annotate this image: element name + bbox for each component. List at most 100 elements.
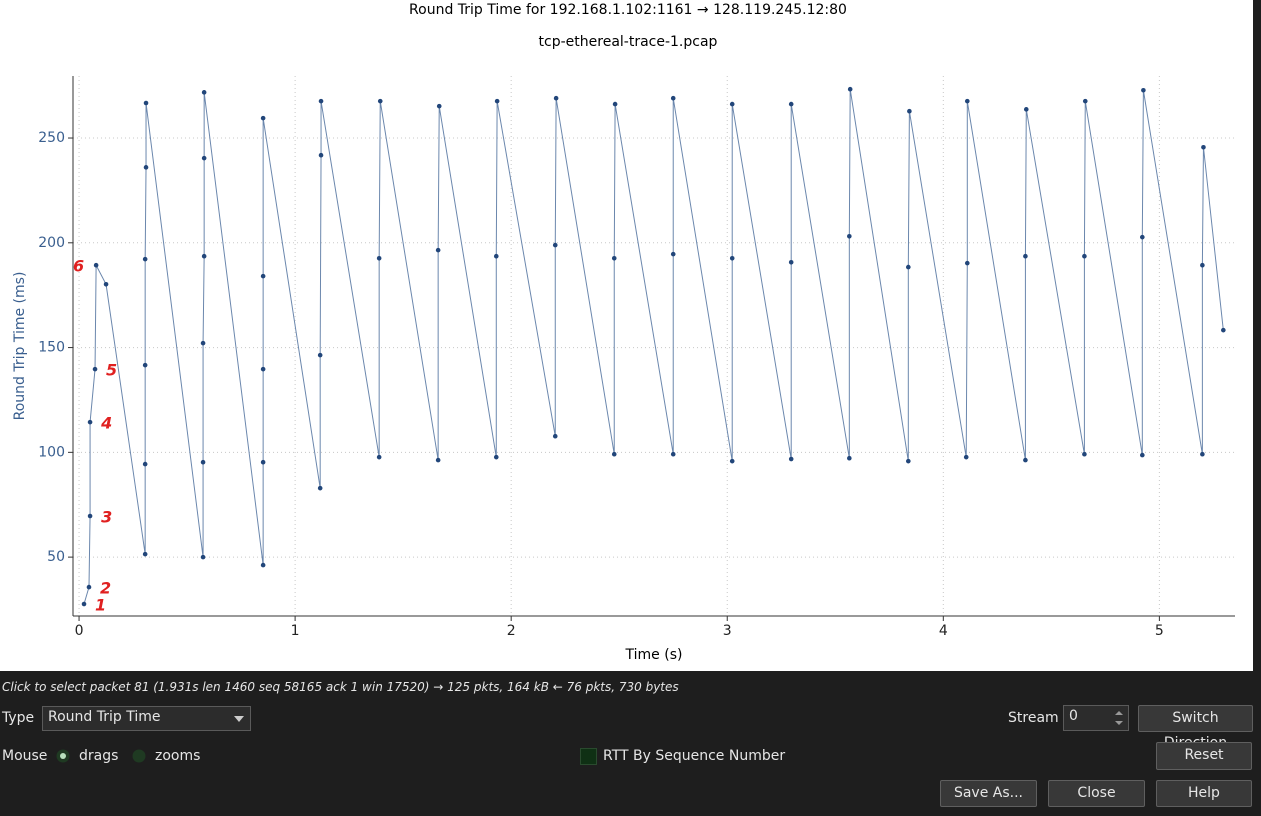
x-tick-label: 2	[507, 623, 516, 639]
rtt-point	[611, 256, 617, 261]
rtt-point	[142, 362, 148, 368]
rtt-point	[93, 262, 99, 268]
rtt-point	[435, 247, 441, 253]
rtt-point	[435, 457, 441, 463]
handwritten-annotation: 4	[100, 414, 112, 433]
rtt-point	[1200, 451, 1205, 457]
rtt-point	[377, 98, 383, 104]
handwritten-annotation: 3	[101, 508, 112, 527]
spin-arrows	[1115, 711, 1123, 725]
rtt-point	[436, 103, 442, 109]
save-as-button[interactable]: Save As...	[940, 780, 1037, 807]
rtt-point	[1023, 457, 1028, 463]
handwritten-annotation: 6	[73, 257, 84, 276]
type-dropdown[interactable]: Round Trip Time	[42, 706, 251, 731]
rtt-point	[964, 98, 970, 104]
rtt-point	[847, 455, 852, 461]
rtt-point	[87, 419, 93, 425]
rtt-point	[729, 458, 735, 464]
rtt-point	[963, 454, 969, 460]
rtt-point	[1082, 451, 1087, 457]
rtt-point	[788, 101, 794, 107]
rtt-point	[260, 115, 266, 121]
rtt-point	[1221, 327, 1226, 333]
switch-direction-button[interactable]: Switch Direction	[1138, 705, 1253, 751]
rtt-point	[87, 513, 93, 519]
x-tick-label: 1	[291, 623, 300, 639]
rtt-point	[788, 456, 794, 462]
rtt-point	[1140, 234, 1145, 240]
radio-drags[interactable]	[56, 749, 70, 763]
rtt-point	[376, 256, 382, 261]
rtt-point	[142, 551, 148, 557]
rtt-point	[317, 485, 323, 491]
drags-label: drags	[79, 748, 119, 764]
status-text: Click to select packet 81 (1.931s len 14…	[2, 680, 679, 694]
rtt-point	[201, 90, 207, 95]
rtt-point	[1082, 253, 1087, 259]
rtt-point	[1082, 98, 1088, 104]
rtt-point	[200, 340, 206, 346]
rtt-checkbox[interactable]	[580, 748, 597, 765]
rtt-checkbox-label: RTT By Sequence Number	[603, 748, 786, 764]
rtt-point	[494, 98, 500, 104]
stream-label: Stream	[1008, 710, 1059, 726]
rtt-point	[670, 95, 676, 101]
rtt-point	[847, 86, 853, 92]
rtt-point	[847, 234, 852, 239]
reset-button[interactable]: Reset	[1156, 742, 1252, 770]
handwritten-annotation: 1	[95, 596, 106, 615]
rtt-point	[260, 459, 266, 465]
rtt-point	[788, 259, 794, 265]
rtt-point	[103, 281, 109, 287]
chart-subtitle: tcp-ethereal-trace-1.pcap	[539, 34, 718, 50]
chart-title: Round Trip Time for 192.168.1.102:1161 →…	[409, 2, 847, 18]
rtt-point	[1200, 262, 1205, 268]
chart: Round Trip Time for 192.168.1.102:1161 →…	[0, 0, 1253, 671]
rtt-point	[201, 253, 207, 259]
rtt-point	[317, 352, 323, 358]
rtt-point	[906, 458, 911, 464]
rtt-line	[83, 89, 1224, 605]
rtt-point	[906, 264, 911, 270]
rtt-point	[81, 601, 87, 607]
rtt-point	[260, 366, 266, 372]
rtt-point	[318, 98, 324, 104]
rtt-point	[143, 100, 149, 106]
radio-zooms[interactable]	[132, 749, 146, 763]
rtt-point	[200, 554, 206, 560]
y-tick-label: 50	[47, 549, 65, 565]
rtt-point	[729, 101, 735, 107]
y-tick-label: 250	[38, 130, 65, 146]
rtt-point	[376, 454, 382, 460]
rtt-point	[670, 251, 676, 257]
close-button[interactable]: Close	[1048, 780, 1145, 807]
help-button[interactable]: Help	[1156, 780, 1252, 807]
rtt-point	[552, 433, 558, 439]
y-axis-label: Round Trip Time (ms)	[12, 272, 28, 421]
rtt-point	[260, 562, 266, 568]
x-tick-label: 0	[75, 623, 84, 639]
y-tick-label: 100	[38, 444, 65, 460]
y-tick-label: 150	[38, 340, 65, 356]
x-tick-label: 3	[723, 623, 732, 639]
stream-spinbox[interactable]: 0	[1063, 705, 1129, 731]
mouse-label: Mouse	[2, 748, 48, 764]
rtt-point	[1023, 107, 1029, 112]
dropdown-arrow	[234, 716, 244, 722]
rtt-point	[552, 242, 558, 248]
rtt-point	[729, 256, 735, 261]
rtt-point	[612, 101, 618, 107]
handwritten-annotation: 5	[106, 361, 117, 380]
rtt-point	[964, 260, 970, 266]
x-tick-label: 4	[939, 623, 948, 639]
handwritten-annotation: 2	[100, 579, 111, 598]
rtt-point	[142, 256, 148, 262]
zooms-label: zooms	[155, 748, 201, 764]
rtt-point	[611, 451, 617, 457]
rtt-point	[86, 584, 92, 590]
rtt-point	[1140, 452, 1145, 458]
x-axis-label: Time (s)	[625, 647, 683, 663]
rtt-point	[318, 152, 324, 158]
